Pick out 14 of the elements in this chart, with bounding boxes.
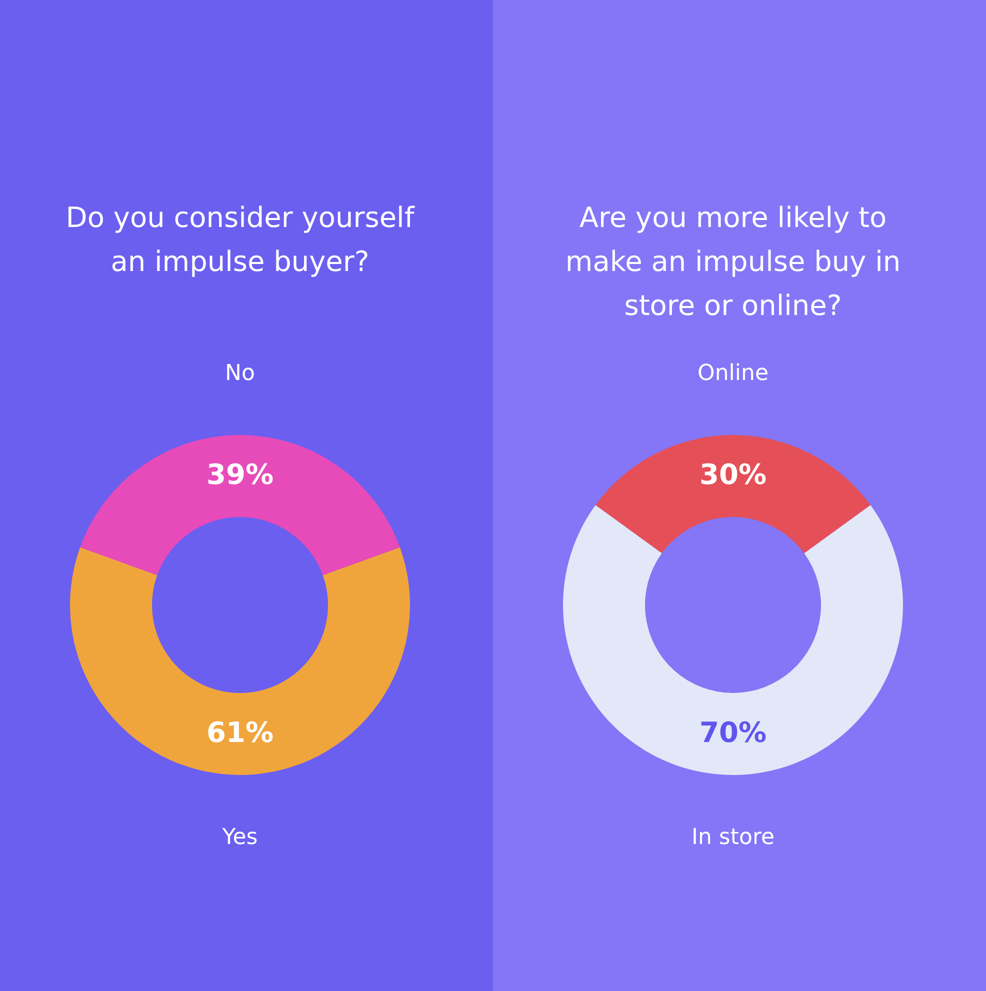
donut-slice: [595, 435, 871, 554]
data-label: 70%: [699, 716, 767, 749]
donut-slice: [563, 505, 903, 775]
data-label: 39%: [206, 458, 274, 491]
slice-label: No: [225, 361, 255, 386]
data-label: 61%: [206, 716, 274, 749]
chart-title: Do you consider yourself an impulse buyer?: [66, 201, 416, 278]
slice-label: Online: [698, 361, 768, 386]
slice-label: In store: [691, 825, 775, 850]
data-label: 30%: [699, 458, 767, 491]
donut-slice: [70, 547, 410, 775]
donut-slice: [80, 435, 400, 576]
slice-label: Yes: [221, 825, 258, 850]
chart-title: Are you more likely to make an impulse buy in store or online?: [565, 201, 901, 322]
